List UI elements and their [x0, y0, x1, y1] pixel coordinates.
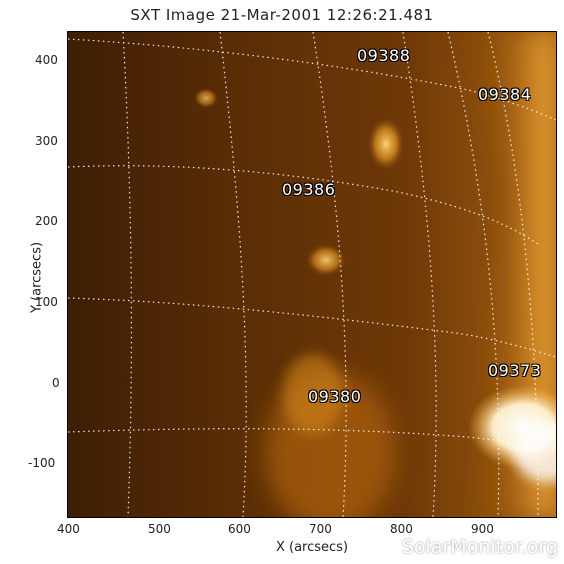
watermark: SolarMonitor.org: [401, 536, 558, 558]
flare-region-09373-core: [513, 422, 556, 482]
solar-image-panel: [67, 31, 557, 518]
region-label-09388: 09388: [357, 46, 411, 65]
y-tick-label: 0: [52, 376, 60, 390]
y-tick-label: 200: [35, 214, 58, 228]
solar-image: [68, 32, 556, 517]
bright-patch-center: [306, 244, 346, 276]
bright-loop-09386: [368, 118, 404, 170]
y-axis-label: Y (arcsecs): [29, 241, 45, 314]
bright-patch-northwest: [194, 88, 218, 108]
region-label-09373: 09373: [488, 361, 542, 380]
y-tick-label: -100: [28, 456, 56, 470]
heliographic-grid: [68, 32, 556, 517]
y-tick-label: 300: [35, 134, 58, 148]
x-tick-label: 700: [309, 522, 332, 536]
x-tick-label: 900: [471, 522, 494, 536]
x-tick-label: 800: [390, 522, 413, 536]
figure-title: SXT Image 21-Mar-2001 12:26:21.481: [130, 6, 434, 24]
active-region-09380-core: [283, 354, 343, 434]
region-label-09380: 09380: [308, 387, 362, 406]
x-tick-label: 500: [148, 522, 171, 536]
region-label-09384: 09384: [478, 85, 532, 104]
region-label-09386: 09386: [282, 180, 336, 199]
x-axis-label: X (arcsecs): [275, 540, 349, 555]
x-tick-label: 400: [57, 522, 80, 536]
y-tick-label: 100: [35, 295, 58, 309]
y-tick-label: 400: [35, 53, 58, 67]
x-tick-label: 600: [228, 522, 251, 536]
